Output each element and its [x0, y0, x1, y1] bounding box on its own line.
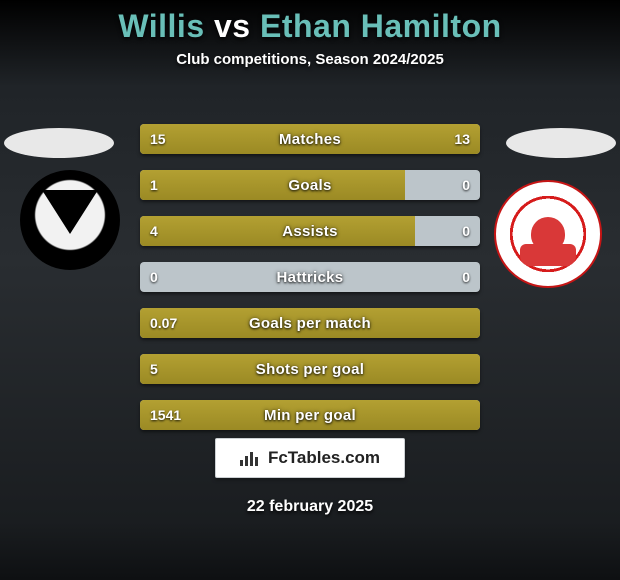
- fctables-watermark: FcTables.com: [215, 438, 405, 478]
- stat-label: Min per goal: [140, 400, 480, 430]
- pedestal-right: [506, 128, 616, 158]
- stat-row: 10Goals: [140, 170, 480, 200]
- title-player1: Willis: [118, 8, 204, 44]
- stat-row: 40Assists: [140, 216, 480, 246]
- stat-label: Assists: [140, 216, 480, 246]
- title-vs: vs: [214, 8, 251, 44]
- club-badge-left: [20, 170, 120, 270]
- pedestal-left: [4, 128, 114, 158]
- club-badge-right: [494, 180, 602, 288]
- title-player2: Ethan Hamilton: [260, 8, 502, 44]
- stat-label: Hattricks: [140, 262, 480, 292]
- bar-chart-icon: [240, 450, 262, 466]
- date-label: 22 february 2025: [0, 498, 620, 516]
- stat-row: 5Shots per goal: [140, 354, 480, 384]
- stat-row: 0.07Goals per match: [140, 308, 480, 338]
- stat-bars: 1513Matches 10Goals 40Assists 00Hattricks 0.…: [140, 124, 480, 446]
- stat-row: 00Hattricks: [140, 262, 480, 292]
- fctables-text: FcTables.com: [268, 448, 380, 468]
- subtitle: Club competitions, Season 2024/2025: [0, 51, 620, 68]
- page-title: Willis vs Ethan Hamilton: [0, 0, 620, 45]
- stat-row: 1541Min per goal: [140, 400, 480, 430]
- stat-label: Matches: [140, 124, 480, 154]
- stat-label: Goals per match: [140, 308, 480, 338]
- stat-label: Goals: [140, 170, 480, 200]
- stat-label: Shots per goal: [140, 354, 480, 384]
- stat-row: 1513Matches: [140, 124, 480, 154]
